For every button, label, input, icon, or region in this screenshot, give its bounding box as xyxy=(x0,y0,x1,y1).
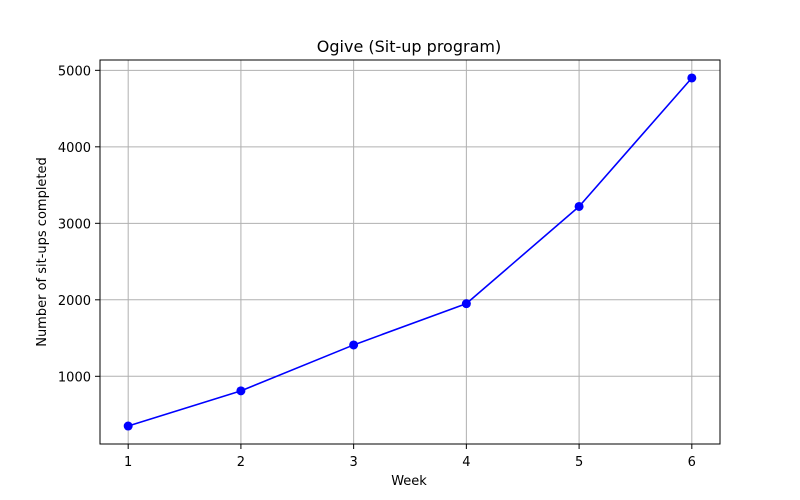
y-axis-label: Number of sit-ups completed xyxy=(35,157,50,347)
data-point xyxy=(574,201,584,211)
y-tick-label: 2000 xyxy=(58,294,91,309)
y-tick-label: 5000 xyxy=(58,64,91,79)
data-point xyxy=(123,421,133,431)
x-tick-label: 3 xyxy=(349,455,357,470)
chart-title: Ogive (Sit-up program) xyxy=(317,37,501,56)
y-tick-label: 1000 xyxy=(58,370,91,385)
grid-lines xyxy=(100,60,720,444)
y-axis-ticks: 1000 2000 3000 4000 5000 xyxy=(58,64,100,385)
x-tick-label: 6 xyxy=(688,455,696,470)
x-axis-label: Week xyxy=(391,474,427,489)
data-point xyxy=(687,73,697,83)
data-point xyxy=(236,386,246,396)
x-tick-label: 1 xyxy=(124,455,132,470)
y-tick-label: 3000 xyxy=(58,217,91,232)
data-series xyxy=(123,73,697,431)
x-axis-ticks: 1 2 3 4 5 6 xyxy=(124,444,696,470)
x-tick-label: 4 xyxy=(462,455,470,470)
plot-area-frame xyxy=(99,59,721,445)
x-tick-label: 2 xyxy=(237,455,245,470)
y-tick-label: 4000 xyxy=(58,141,91,156)
data-point xyxy=(461,299,471,309)
data-point xyxy=(349,340,359,350)
series-line xyxy=(127,77,693,427)
x-tick-label: 5 xyxy=(575,455,583,470)
